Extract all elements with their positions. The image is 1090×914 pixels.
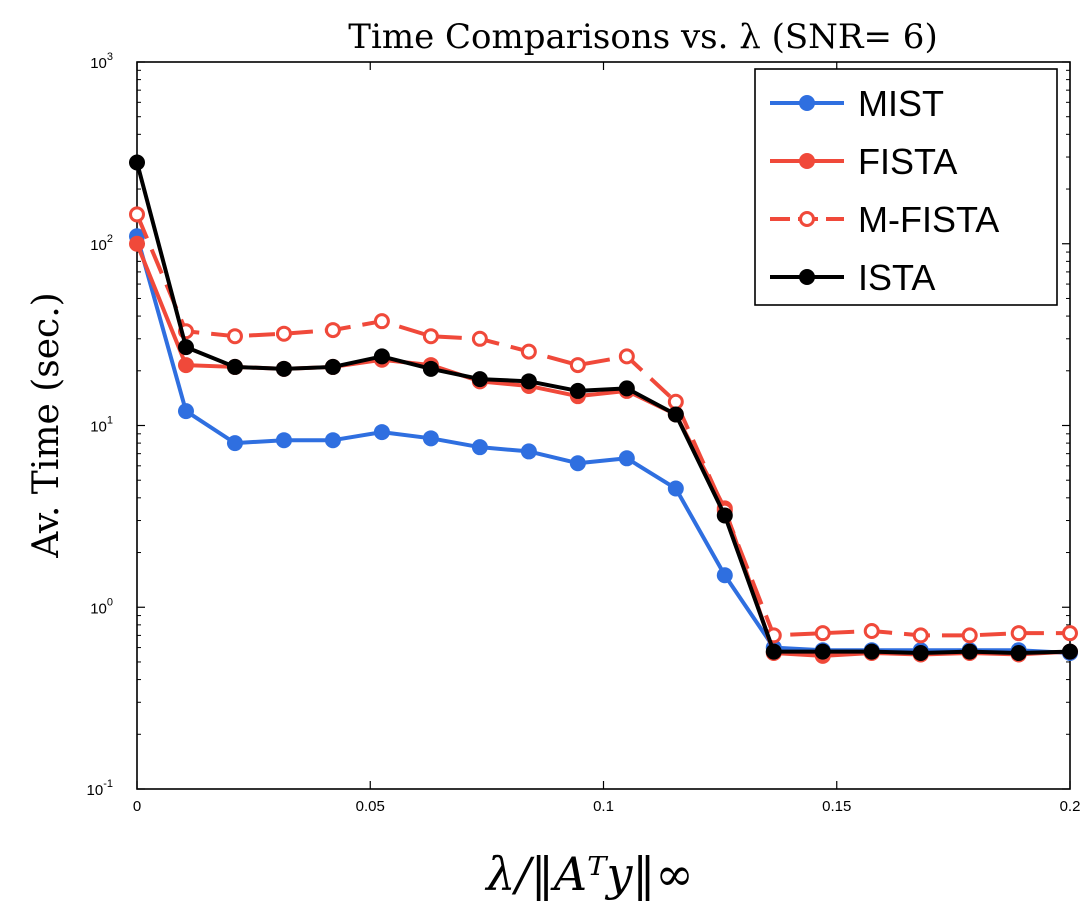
legend-label-fista: FISTA	[858, 141, 957, 182]
data-point	[814, 643, 831, 660]
data-point	[667, 480, 684, 497]
y-tick-base: 10	[87, 782, 104, 799]
data-point	[471, 371, 488, 388]
data-point	[569, 455, 586, 472]
data-point	[520, 373, 537, 390]
data-point	[618, 450, 635, 467]
data-point	[618, 380, 635, 397]
y-tick-exponent: 0	[107, 596, 113, 608]
data-point	[716, 507, 733, 524]
legend-label-ista: ISTA	[858, 257, 935, 298]
data-point	[226, 358, 243, 375]
data-point	[765, 643, 782, 660]
legend-marker	[799, 95, 815, 111]
data-point	[226, 328, 243, 345]
y-tick-base: 10	[90, 237, 107, 254]
data-point	[129, 154, 145, 171]
data-point	[422, 430, 439, 447]
series-line-m-fista	[135, 213, 1070, 638]
x-tick-label: 0.1	[593, 798, 614, 815]
data-point	[1062, 625, 1078, 642]
data-point	[1010, 625, 1027, 642]
x-tick-label: 0.2	[1060, 798, 1081, 815]
series-m-fista	[129, 206, 1078, 644]
y-tick-exponent: 1	[107, 415, 113, 427]
y-tick-exponent: 2	[107, 233, 113, 245]
data-point	[520, 443, 537, 460]
x-tick-label: 0.05	[356, 798, 385, 815]
data-point	[716, 567, 733, 584]
data-point	[373, 348, 390, 365]
data-point	[863, 643, 880, 660]
y-tick-base: 10	[90, 55, 107, 72]
data-point	[373, 313, 390, 330]
data-point	[667, 393, 684, 410]
legend: MIST FISTA M-FISTA ISTA	[754, 68, 1058, 306]
data-point	[1010, 645, 1027, 662]
data-point	[324, 432, 341, 449]
x-tick-label: 0.15	[822, 798, 851, 815]
y-tick-base: 10	[90, 419, 107, 436]
legend-label-mist: MIST	[858, 83, 944, 124]
data-point	[912, 645, 929, 662]
y-tick-label: 102	[90, 233, 113, 254]
data-point	[961, 643, 978, 660]
legend-marker	[799, 269, 815, 285]
series-ista	[129, 154, 1078, 662]
data-point	[129, 235, 145, 252]
y-tick-label: 100	[90, 596, 113, 617]
data-point	[373, 424, 390, 441]
series-line-mist	[135, 235, 1071, 656]
data-point	[177, 339, 194, 356]
y-tick-label: 101	[90, 415, 113, 436]
data-point	[275, 325, 292, 342]
legend-marker	[799, 211, 815, 227]
chart-title: Time Comparisons vs. λ (SNR= 6)	[348, 17, 937, 57]
data-point	[471, 330, 488, 347]
data-point	[129, 206, 145, 223]
y-tick-label: 103	[90, 51, 113, 72]
data-point	[422, 328, 439, 345]
data-point	[569, 382, 586, 399]
legend-marker	[799, 153, 815, 169]
data-point	[961, 627, 978, 644]
data-point	[275, 360, 292, 377]
legend-label-m-fista: M-FISTA	[858, 199, 999, 240]
data-point	[226, 435, 243, 452]
series-line-ista	[135, 161, 1071, 656]
data-point	[422, 360, 439, 377]
data-point	[814, 625, 831, 642]
data-point	[324, 358, 341, 375]
data-point	[667, 406, 684, 423]
y-tick-label: 10-1	[87, 778, 113, 799]
data-point	[912, 627, 929, 644]
data-point	[275, 432, 292, 449]
y-tick-exponent: -1	[103, 778, 113, 790]
x-tick-label: 0	[133, 798, 141, 815]
x-axis-label: λ/‖Aᵀy‖∞	[484, 847, 694, 901]
data-point	[863, 623, 880, 640]
data-point	[569, 357, 586, 374]
data-point	[471, 439, 488, 456]
data-point	[177, 403, 194, 420]
y-tick-exponent: 3	[107, 51, 113, 63]
y-tick-base: 10	[90, 600, 107, 617]
data-point	[324, 322, 341, 339]
data-point	[1062, 643, 1078, 660]
y-axis-label: Av. Time (sec.)	[26, 292, 67, 558]
data-point	[618, 348, 635, 365]
data-point	[520, 343, 537, 360]
series-layer	[129, 154, 1078, 664]
data-point	[177, 357, 194, 374]
